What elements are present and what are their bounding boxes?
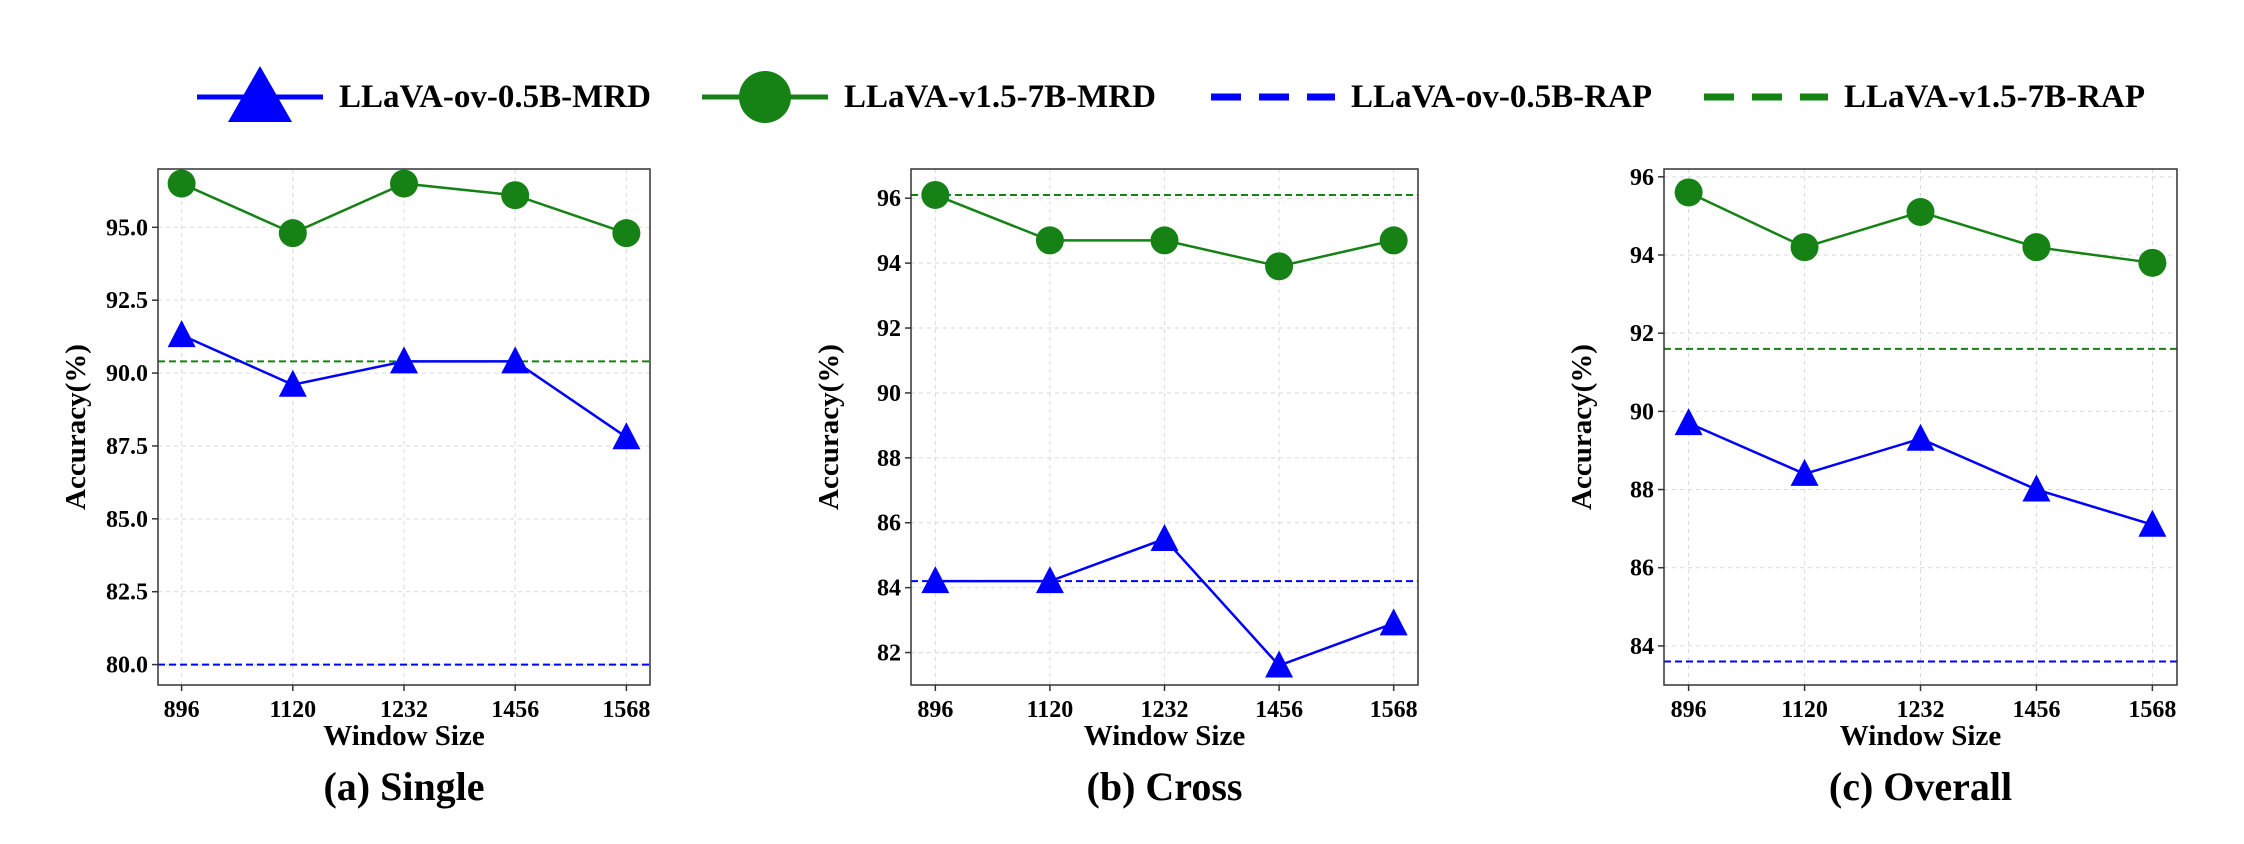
x-tick-label: 1232 [1141, 697, 1189, 723]
x-tick-label: 1568 [2128, 697, 2176, 723]
y-tick-label: 87.5 [106, 434, 148, 460]
y-tick-label: 92.5 [106, 288, 148, 314]
data-point-triangle [2022, 474, 2051, 502]
legend-circle-line-icon [702, 71, 828, 123]
y-tick-label: 90.0 [106, 361, 148, 387]
y-tick-label: 86 [877, 511, 901, 537]
data-point-triangle [167, 320, 196, 348]
chart-single: 80.0 82.5 85.0 87.5 90.0 92.5 95.0 896 1120 1232 1… [60, 168, 651, 809]
data-point-circle [2138, 248, 2167, 277]
y-tick-label: 86 [1630, 556, 1654, 582]
legend-label: LLaVA-ov-0.5B-MRD [339, 78, 651, 115]
data-point-circle [1035, 226, 1064, 255]
data-point-circle [390, 169, 418, 198]
data-point-triangle [278, 369, 307, 397]
x-axis-label: Window Size [323, 720, 485, 752]
y-axis-label: Accuracy(%) [813, 344, 845, 510]
legend-label: LLaVA-v1.5-7B-MRD [844, 78, 1156, 115]
x-tick-label: 1456 [2012, 697, 2060, 723]
y-tick-label: 84 [1630, 634, 1654, 660]
x-tick-label: 1120 [269, 697, 316, 723]
legend-item-v15-mrd: LLaVA-v1.5-7B-MRD [700, 62, 1156, 132]
y-tick-label: 96 [877, 186, 901, 212]
y-tick-label: 96 [1630, 165, 1654, 191]
y-axis-label: Accuracy(%) [1566, 344, 1598, 510]
x-tick-label: 1456 [491, 697, 539, 723]
data-point-triangle [1265, 650, 1294, 678]
y-tick-label: 90 [877, 381, 901, 407]
legend-dashed-line-icon [1211, 93, 1335, 101]
data-point-circle [1906, 198, 1935, 226]
legend-item-ov-rap: LLaVA-ov-0.5B-RAP [1207, 62, 1652, 132]
x-tick-label: 1456 [1255, 697, 1303, 723]
y-tick-label: 94 [1630, 243, 1654, 269]
y-tick-label: 88 [1630, 478, 1654, 504]
data-point-triangle [2138, 509, 2167, 537]
y-tick-label: 82.5 [106, 580, 148, 606]
chart-title: (a) Single [323, 764, 484, 809]
data-point-circle [2022, 233, 2051, 262]
data-point-triangle [1035, 566, 1064, 594]
data-point-triangle [1906, 423, 1935, 451]
y-tick-label: 80.0 [106, 653, 148, 679]
y-tick-label: 88 [877, 446, 901, 472]
legend-label: LLaVA-ov-0.5B-RAP [1351, 78, 1652, 115]
y-tick-label: 92 [1630, 321, 1654, 347]
x-tick-label: 1568 [602, 697, 650, 723]
legend-label: LLaVA-v1.5-7B-RAP [1844, 78, 2145, 115]
data-point-triangle [1674, 408, 1703, 436]
x-tick-label: 896 [917, 697, 953, 723]
y-tick-label: 84 [877, 576, 901, 602]
data-point-circle [167, 169, 196, 198]
y-tick-label: 95.0 [106, 215, 148, 241]
data-point-circle [1265, 252, 1294, 281]
legend-item-ov-mrd: LLaVA-ov-0.5B-MRD [195, 62, 651, 132]
y-tick-label: 94 [877, 251, 901, 277]
legend-dashed-line-icon [1704, 93, 1828, 101]
chart-cross: 82 84 86 88 90 92 94 96 896 1120 1232 1456 1568 Windo… [813, 168, 1419, 809]
legend: LLaVA-ov-0.5B-MRD LLaVA-v1.5-7B-MRD LLaV… [0, 0, 2244, 150]
legend-item-v15-rap: LLaVA-v1.5-7B-RAP [1700, 62, 2145, 132]
x-tick-label: 1120 [1781, 697, 1828, 723]
data-point-triangle [1379, 608, 1408, 636]
x-tick-label: 1120 [1027, 697, 1074, 723]
y-tick-label: 82 [877, 641, 901, 667]
x-axis-label: Window Size [1840, 720, 2002, 752]
chart-title: (b) Cross [1087, 764, 1243, 809]
data-point-triangle [612, 422, 641, 450]
x-tick-label: 1232 [380, 697, 428, 723]
x-tick-label: 896 [1671, 697, 1707, 723]
y-tick-label: 92 [877, 316, 901, 342]
data-point-circle [1379, 226, 1408, 255]
data-point-circle [921, 180, 950, 209]
y-axis-label: Accuracy(%) [60, 344, 92, 510]
x-tick-label: 1232 [1897, 697, 1945, 723]
y-tick-label: 90 [1630, 399, 1654, 425]
x-tick-label: 896 [164, 697, 200, 723]
data-point-circle [1790, 233, 1819, 262]
data-point-triangle [501, 346, 530, 374]
data-point-triangle [390, 346, 418, 374]
y-tick-label: 85.0 [106, 507, 148, 533]
legend-triangle-line-icon [197, 66, 323, 122]
data-point-triangle [1790, 458, 1819, 486]
chart-title: (c) Overall [1829, 764, 2012, 809]
x-tick-label: 1568 [1370, 697, 1418, 723]
data-point-circle [1674, 178, 1703, 207]
data-point-triangle [1150, 523, 1179, 551]
data-point-triangle [921, 566, 950, 594]
chart-overall: 84 86 88 90 92 94 96 896 1120 1232 1456 1568 Window … [1566, 165, 2178, 809]
data-point-circle [278, 219, 307, 248]
data-point-circle [1150, 226, 1179, 255]
data-point-circle [501, 181, 530, 210]
data-point-circle [612, 219, 641, 248]
x-axis-label: Window Size [1084, 720, 1246, 752]
